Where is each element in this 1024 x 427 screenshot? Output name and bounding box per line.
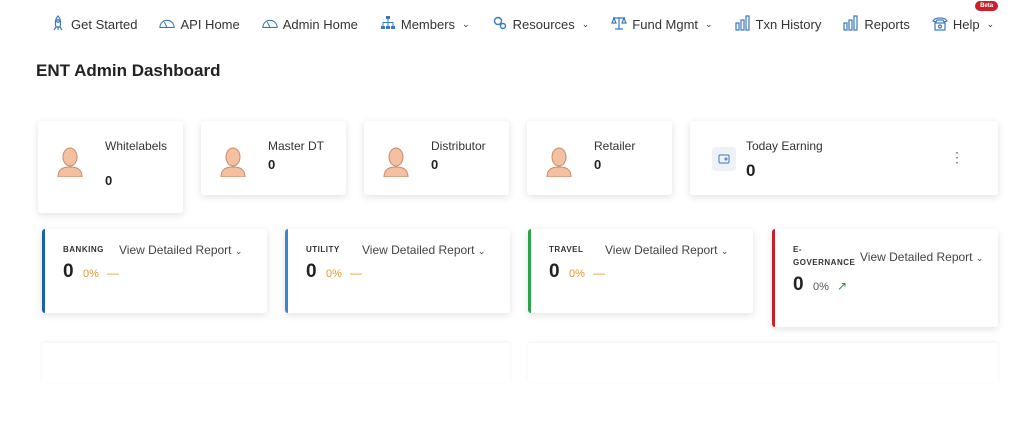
bar-chart-icon <box>843 14 859 34</box>
nav-label: Resources <box>512 16 575 32</box>
report-value: 0 <box>63 261 74 282</box>
chevron-down-icon: ⌄ <box>581 18 590 29</box>
stat-label: Master DT <box>268 139 325 153</box>
report-card-travel: TRAVEL View Detailed Report ⌄ 0 0% — <box>528 229 753 313</box>
stat-value: 0 <box>268 157 276 172</box>
link-label: View Detailed Report <box>119 243 232 257</box>
nav-item-get-started[interactable]: Get Started <box>50 12 137 36</box>
page-title: ENT Admin Dashboard <box>36 61 221 80</box>
scale-icon <box>611 15 628 34</box>
view-detailed-report-dropdown[interactable]: View Detailed Report ⌄ <box>362 243 485 257</box>
stat-card-retailer: Retailer 0 <box>527 121 672 195</box>
panel-right <box>528 343 998 383</box>
trend-flat-icon: — <box>593 266 605 280</box>
chevron-down-icon: ⌄ <box>986 18 995 29</box>
nav-item-reports[interactable]: Reports <box>843 12 910 36</box>
chevron-down-icon: ⌄ <box>720 246 729 256</box>
chevron-down-icon: ⌄ <box>462 18 470 29</box>
report-percent: 0% <box>813 281 829 293</box>
nav-label: Members <box>400 16 456 32</box>
stat-label: Distributor <box>431 139 486 153</box>
wallet-icon <box>712 147 736 171</box>
user-icon <box>54 147 86 182</box>
stat-card-master-dt: Master DT 0 <box>201 121 346 195</box>
chevron-down-icon: ⌄ <box>234 246 243 256</box>
trend-flat-icon: — <box>107 266 119 280</box>
stat-label: Retailer <box>594 139 636 153</box>
view-detailed-report-dropdown[interactable]: View Detailed Report ⌄ <box>860 250 983 264</box>
chevron-down-icon: ⌄ <box>477 246 486 256</box>
gauge-icon <box>262 15 278 34</box>
report-category: BANKING <box>63 245 104 254</box>
user-icon <box>217 147 249 182</box>
nav-label: Txn History <box>755 16 822 32</box>
bar-chart-icon <box>734 14 751 34</box>
link-label: View Detailed Report <box>362 243 475 257</box>
report-card-banking: BANKING View Detailed Report ⌄ 0 0% — <box>42 229 267 313</box>
phone-icon <box>932 15 948 34</box>
report-value: 0 <box>306 261 317 282</box>
link-label: View Detailed Report <box>860 250 973 264</box>
nav-item-admin-home[interactable]: Admin Home <box>262 12 358 36</box>
top-nav: Get Started API Home Admin Home Members ⌄ Res… <box>50 1 1016 36</box>
nav-label: Help <box>952 16 980 32</box>
stat-card-whitelabels: Whitelabels 0 <box>38 121 183 213</box>
trend-up-icon: ↗ <box>837 279 848 293</box>
nav-label: Get Started <box>71 16 138 32</box>
user-icon <box>380 147 412 182</box>
report-percent: 0% <box>83 268 99 280</box>
nav-label: API Home <box>180 16 240 32</box>
more-options-icon[interactable]: ⋮ <box>950 149 964 165</box>
gauge-icon <box>159 15 176 34</box>
stat-value: 0 <box>746 161 756 180</box>
report-card-utility: UTILITY View Detailed Report ⌄ 0 0% — <box>285 229 510 313</box>
stat-label: Whitelabels <box>105 139 168 153</box>
report-value: 0 <box>793 274 804 295</box>
report-card-e-governance: E-GOVERNANCE View Detailed Report ⌄ 0 0% ↗ <box>772 229 998 327</box>
report-percent: 0% <box>326 268 342 280</box>
user-icon <box>543 147 575 182</box>
stat-label: Today Earning <box>746 139 823 153</box>
nav-item-resources[interactable]: Resources ⌄ <box>492 12 590 36</box>
chevron-down-icon: ⌄ <box>705 18 713 29</box>
report-value: 0 <box>549 261 560 282</box>
stat-card-today-earning: Today Earning 0 ⋮ <box>690 121 998 195</box>
nav-label: Admin Home <box>282 16 358 32</box>
report-category: TRAVEL <box>549 245 584 254</box>
view-detailed-report-dropdown[interactable]: View Detailed Report ⌄ <box>605 243 728 257</box>
trend-flat-icon: — <box>350 266 362 280</box>
chevron-down-icon: ⌄ <box>975 253 984 263</box>
nav-item-fund-mgmt[interactable]: Fund Mgmt ⌄ <box>611 12 713 36</box>
nav-item-members[interactable]: Members ⌄ <box>380 12 470 36</box>
rocket-icon <box>50 14 66 34</box>
nav-item-api-home[interactable]: API Home <box>159 12 240 36</box>
beta-badge: Beta <box>975 1 999 11</box>
panel-left <box>42 343 510 383</box>
report-percent: 0% <box>569 268 585 280</box>
view-detailed-report-dropdown[interactable]: View Detailed Report ⌄ <box>119 243 242 257</box>
report-category: UTILITY <box>306 245 340 254</box>
report-category: E-GOVERNANCE <box>793 245 856 267</box>
link-label: View Detailed Report <box>605 243 718 257</box>
nav-item-txn-history[interactable]: Txn History <box>734 12 822 36</box>
nav-item-help[interactable]: Help ⌄ Beta <box>932 1 999 36</box>
stat-value: 0 <box>431 157 439 172</box>
stat-card-distributor: Distributor 0 <box>364 121 509 195</box>
stat-value: 0 <box>594 157 602 172</box>
sitemap-icon <box>380 15 396 34</box>
gears-icon <box>492 15 508 34</box>
stat-value: 0 <box>105 173 113 188</box>
nav-label: Reports <box>864 16 910 32</box>
nav-label: Fund Mgmt <box>632 16 699 32</box>
